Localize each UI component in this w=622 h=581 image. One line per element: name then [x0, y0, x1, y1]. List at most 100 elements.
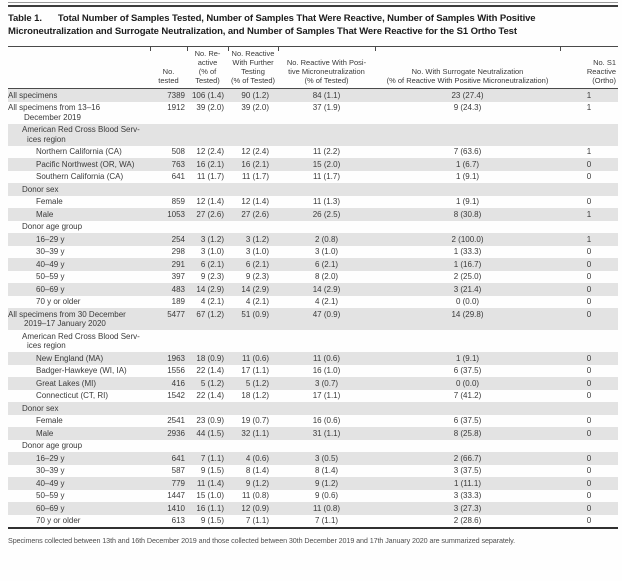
cell-no-tested: 1963 [167, 353, 185, 363]
cell-no-reactive-further-testing [228, 183, 278, 196]
cell-no-reactive-further-testing: 12 (0.9) [241, 503, 269, 513]
cell-no-s1-reactive-ortho: 0 [586, 491, 592, 500]
cell-no-reactive-pct-tested: 16 (1.1) [196, 503, 224, 513]
cell-no-tested [150, 440, 187, 453]
row-label: Northern California (CA) [36, 147, 122, 156]
column-header-no-reactive-further-testing: No. Reactive With Further Testing (% of Tes… [228, 46, 278, 89]
cell-no-s1-reactive-ortho: 0 [586, 453, 592, 463]
row-label: Male [36, 209, 54, 219]
row-label: 30–39 y [36, 466, 65, 475]
cell-no-reactive-positive-microneutralization [278, 330, 375, 352]
cell-no-reactive-positive-microneutralization: 4 (2.1) [314, 297, 339, 306]
table-row: New England (MA) 1963 18 (0.9) 11 (0.6) 11 (… [8, 352, 618, 365]
cell-no-reactive-positive-microneutralization [278, 124, 375, 146]
table-number: Table 1. [8, 13, 42, 24]
row-label: Male [36, 428, 54, 438]
cell-no-s1-reactive-ortho [560, 402, 618, 415]
cell-no-with-surrogate-neutralization [375, 221, 560, 234]
cell-no-reactive-pct-tested [187, 221, 228, 234]
cell-no-tested: 508 [171, 147, 185, 156]
cell-no-reactive-further-testing: 18 (1.2) [241, 391, 269, 400]
column-header-no-tested: No. tested [150, 46, 187, 89]
cell-no-s1-reactive-ortho [560, 124, 618, 146]
cell-no-tested: 483 [171, 284, 185, 294]
cell-no-s1-reactive-ortho: 0 [586, 466, 592, 475]
cell-no-with-surrogate-neutralization: 2 (100.0) [451, 234, 484, 244]
cell-no-reactive-further-testing: 17 (1.1) [241, 366, 269, 375]
column-header-no-reactive-positive-microneutralization: No. Reactive With Posi-tive Microneutral… [278, 46, 375, 89]
table-row: Connecticut (CT, RI) 1542 22 (1.4) 18 (1.2)… [8, 390, 618, 403]
cell-no-reactive-pct-tested: 14 (2.9) [196, 284, 224, 294]
table-row: 30–39 y 587 9 (1.5) 8 (1.4) 8 (1.4) 3 (37.5) 0 [8, 465, 618, 478]
cell-no-tested: 641 [171, 453, 185, 463]
cell-no-reactive-pct-tested: 23 (0.9) [196, 416, 224, 425]
cell-no-reactive-pct-tested: 12 (2.4) [196, 147, 224, 156]
table-header: No. tested No. Re-active (% of Tested) No. Re… [8, 46, 618, 89]
cell-no-tested: 7389 [167, 90, 185, 100]
table-row: All specimens 7389 106 (1.4) 90 (1.2) 84 (1.… [8, 88, 618, 102]
cell-no-reactive-positive-microneutralization [278, 183, 375, 196]
cell-no-with-surrogate-neutralization: 3 (21.4) [453, 284, 482, 294]
cell-no-s1-reactive-ortho: 0 [586, 366, 592, 375]
cell-no-tested: 2541 [167, 416, 185, 425]
cell-no-reactive-further-testing: 3 (1.2) [245, 234, 269, 244]
row-label: Badger-Hawkeye (WI, IA) [36, 366, 127, 375]
cell-no-reactive-positive-microneutralization: 11 (0.6) [313, 353, 340, 363]
cell-no-reactive-pct-tested: 9 (1.5) [200, 466, 224, 475]
cell-no-with-surrogate-neutralization: 23 (27.4) [451, 90, 484, 100]
cell-no-s1-reactive-ortho: 1 [586, 209, 592, 219]
cell-no-reactive-pct-tested: 44 (1.5) [196, 428, 224, 438]
cell-no-s1-reactive-ortho: 1 [586, 90, 592, 100]
table-row: 60–69 y 1410 16 (1.1) 12 (0.9) 11 (0.8) 3 (27… [8, 502, 618, 515]
footnote: Specimens collected between 13th and 16t… [8, 536, 515, 545]
cell-no-with-surrogate-neutralization: 3 (27.3) [453, 503, 482, 513]
table-row: Southern California (CA) 641 11 (1.7) 11 (1… [8, 171, 618, 184]
table-row: 60–69 y 483 14 (2.9) 14 (2.9) 14 (2.9) 3 (21.… [8, 283, 618, 296]
cell-no-s1-reactive-ortho: 1 [586, 147, 592, 156]
cell-no-with-surrogate-neutralization [375, 402, 560, 415]
cell-no-reactive-pct-tested: 18 (0.9) [196, 353, 224, 363]
group-header-row: Donor age group [8, 440, 618, 453]
cell-no-reactive-further-testing: 4 (2.1) [245, 297, 269, 306]
cell-no-reactive-further-testing: 9 (1.2) [245, 478, 269, 488]
cell-no-tested: 779 [171, 478, 185, 488]
cell-no-reactive-positive-microneutralization: 15 (2.0) [312, 159, 341, 169]
cell-no-with-surrogate-neutralization: 1 (11.1) [454, 478, 481, 488]
data-table: No. tested No. Re-active (% of Tested) No. Re… [8, 46, 618, 529]
cell-no-reactive-further-testing: 5 (1.2) [245, 378, 269, 388]
cell-no-with-surrogate-neutralization: 6 (37.5) [453, 416, 482, 425]
cell-no-with-surrogate-neutralization: 14 (29.8) [451, 309, 484, 319]
group-header-row: American Red Cross Blood Serv-ices regio… [8, 123, 618, 146]
cell-no-s1-reactive-ortho: 1 [586, 234, 592, 244]
cell-no-reactive-positive-microneutralization: 8 (1.4) [314, 466, 339, 475]
cell-no-with-surrogate-neutralization: 6 (37.5) [453, 366, 482, 375]
cell-no-reactive-positive-microneutralization: 7 (1.1) [314, 516, 339, 525]
cell-no-reactive-further-testing: 19 (0.7) [241, 416, 269, 425]
cell-no-reactive-further-testing: 14 (2.9) [241, 284, 269, 294]
cell-no-s1-reactive-ortho: 0 [586, 416, 592, 425]
row-label: 50–59 y [36, 491, 65, 500]
cell-no-with-surrogate-neutralization [375, 440, 560, 453]
cell-no-s1-reactive-ortho: 0 [586, 297, 592, 306]
cell-no-s1-reactive-ortho [560, 221, 618, 234]
cell-no-with-surrogate-neutralization: 9 (24.3) [453, 103, 482, 112]
table-row: 16–29 y 641 7 (1.1) 4 (0.6) 3 (0.5) 2 (66.7) 0 [8, 452, 618, 465]
cell-no-tested: 254 [171, 234, 185, 244]
cell-no-reactive-further-testing: 8 (1.4) [245, 466, 269, 475]
cell-no-tested [150, 221, 187, 234]
column-header-no-s1-reactive-ortho: No. S1 Reactive (Ortho) [560, 46, 618, 89]
cell-no-tested: 641 [171, 172, 185, 181]
cell-no-reactive-positive-microneutralization: 84 (1.1) [312, 90, 341, 100]
cell-no-reactive-positive-microneutralization: 11 (2.2) [313, 147, 340, 156]
row-label: New England (MA) [36, 353, 104, 363]
column-header-no-reactive-pct-tested: No. Re-active (% of Tested) [187, 46, 228, 89]
cell-no-s1-reactive-ortho: 0 [586, 172, 592, 181]
table-row: 50–59 y 1447 15 (1.0) 11 (0.8) 9 (0.6) 3 (33.… [8, 490, 618, 503]
cell-no-tested [150, 183, 187, 196]
cell-no-with-surrogate-neutralization: 8 (30.8) [453, 209, 482, 219]
row-label: 30–39 y [36, 247, 65, 256]
cell-no-reactive-positive-microneutralization: 6 (2.1) [314, 259, 339, 269]
cell-no-reactive-pct-tested: 12 (1.4) [196, 197, 224, 206]
group-header-label: American Red Cross Blood Serv-ices regio… [22, 125, 140, 144]
cell-no-reactive-pct-tested [187, 183, 228, 196]
